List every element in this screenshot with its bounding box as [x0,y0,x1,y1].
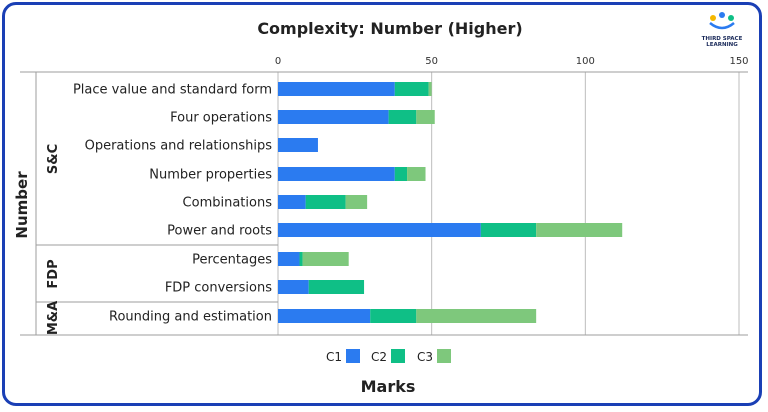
logo-line1: THIRD SPACE [702,36,743,42]
logo-dot-blue [719,12,725,18]
bar-segment [278,82,395,96]
legend-label: C1 [326,350,342,364]
y-axis-label: Number [13,171,31,239]
legend-label: C2 [371,350,387,364]
bar-segment [278,223,481,237]
category-label: Combinations [183,196,273,211]
bar-segment [278,252,300,266]
legend-label: C3 [417,350,433,364]
chart-title: Complexity: Number (Higher) [257,19,522,38]
bar-segment [278,195,306,209]
bar-segment [407,167,426,181]
bar-segment [428,82,432,96]
category-label: Place value and standard form [73,83,272,98]
bar-segment [416,110,435,124]
category-label: Rounding and estimation [109,310,272,325]
group-label: M&A [46,301,61,335]
bar-segment [388,110,417,124]
category-label: Power and roots [167,224,272,239]
legend: C1 C2 C3 [326,349,451,364]
group-label: FDP [46,259,61,288]
legend-swatch [391,349,405,363]
bar-segment [536,223,623,237]
legend-swatch [346,349,360,363]
bar-segment [278,167,395,181]
x-tick-label: 100 [576,56,595,67]
category-labels: Place value and standard form Four operat… [73,83,272,325]
bar-segment [278,309,371,323]
bars [278,82,623,323]
logo: THIRD SPACE LEARNING [702,12,743,48]
bar-segment [416,309,537,323]
bar-segment [308,280,365,294]
bar-segment [305,195,346,209]
logo-dot-green [728,15,734,21]
logo-smile [709,22,735,30]
chart-card [2,2,762,406]
bar-segment [394,82,429,96]
x-tick-label: 0 [275,56,281,67]
bar-segment [345,195,368,209]
group-labels: S&C FDP M&A [46,144,61,335]
bar-segment [299,252,303,266]
logo-dot-yellow [710,15,716,21]
logo-line2: LEARNING [706,42,738,48]
bar-segment [302,252,349,266]
x-axis-label: Marks [361,377,416,396]
group-label: S&C [46,144,61,174]
x-tick-label: 150 [729,56,748,67]
legend-swatch [437,349,451,363]
category-label: FDP conversions [165,281,272,296]
category-label: Percentages [192,253,272,268]
chart-frame [20,71,748,336]
category-label: Number properties [149,168,272,183]
x-tick-label: 50 [425,56,438,67]
bar-segment [278,110,389,124]
bar-segment [278,138,318,152]
bar-segment [480,223,537,237]
category-label: Operations and relationships [85,139,273,154]
bar-segment [278,280,309,294]
x-tick-labels: 0 50 100 150 [275,56,749,67]
bar-segment [370,309,417,323]
bar-segment [394,167,408,181]
category-label: Four operations [170,111,272,126]
